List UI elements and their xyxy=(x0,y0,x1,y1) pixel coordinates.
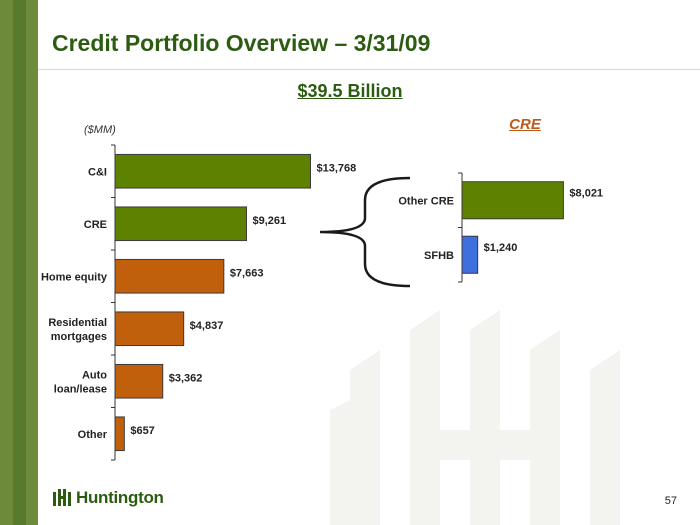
bar xyxy=(114,416,125,452)
side-stripe xyxy=(0,0,38,525)
data-label: $8,021 xyxy=(569,187,603,199)
data-label: $9,261 xyxy=(253,215,287,227)
bar xyxy=(461,181,564,220)
bar xyxy=(114,258,225,294)
cre-bar-chart: $8,021 Other CRE $1,240 SFHB xyxy=(398,172,603,283)
huntington-logo-icon xyxy=(53,489,71,506)
logo-wordmark: Huntington xyxy=(76,488,164,507)
bar xyxy=(114,311,185,347)
category-label: C&I xyxy=(88,166,107,178)
category-label: CRE xyxy=(84,219,107,231)
portfolio-bar-chart: $13,768 C&I $9,261 CRE $7,663 Home equity $4,8… xyxy=(41,144,357,461)
category-label: Other xyxy=(78,429,108,441)
portfolio-total: $39.5 Billion xyxy=(297,81,403,101)
category-label: Other CRE xyxy=(398,195,454,207)
data-label: $13,768 xyxy=(317,162,357,174)
cre-bracket xyxy=(319,176,411,288)
category-label: Home equity xyxy=(41,271,108,283)
cre-breakdown-heading: CRE xyxy=(509,116,541,133)
data-label: $4,837 xyxy=(190,320,224,332)
page-number: 57 xyxy=(664,495,677,507)
slide-title: Credit Portfolio Overview – 3/31/09 xyxy=(52,30,431,56)
data-label: $3,362 xyxy=(169,372,203,384)
bar xyxy=(114,363,164,399)
data-label: $657 xyxy=(130,425,154,437)
company-logo: Huntington xyxy=(52,488,164,508)
bar xyxy=(114,206,248,242)
bar xyxy=(114,153,312,189)
logo-watermark xyxy=(330,310,620,525)
category-label: Residential mortgages xyxy=(48,317,107,343)
data-label: $7,663 xyxy=(230,267,264,279)
title-divider xyxy=(38,69,700,70)
data-label: $1,240 xyxy=(484,242,518,254)
category-label: SFHB xyxy=(424,250,454,262)
category-label: Auto loan/lease xyxy=(54,369,107,395)
unit-label: ($MM) xyxy=(84,124,116,136)
bar xyxy=(461,235,479,274)
